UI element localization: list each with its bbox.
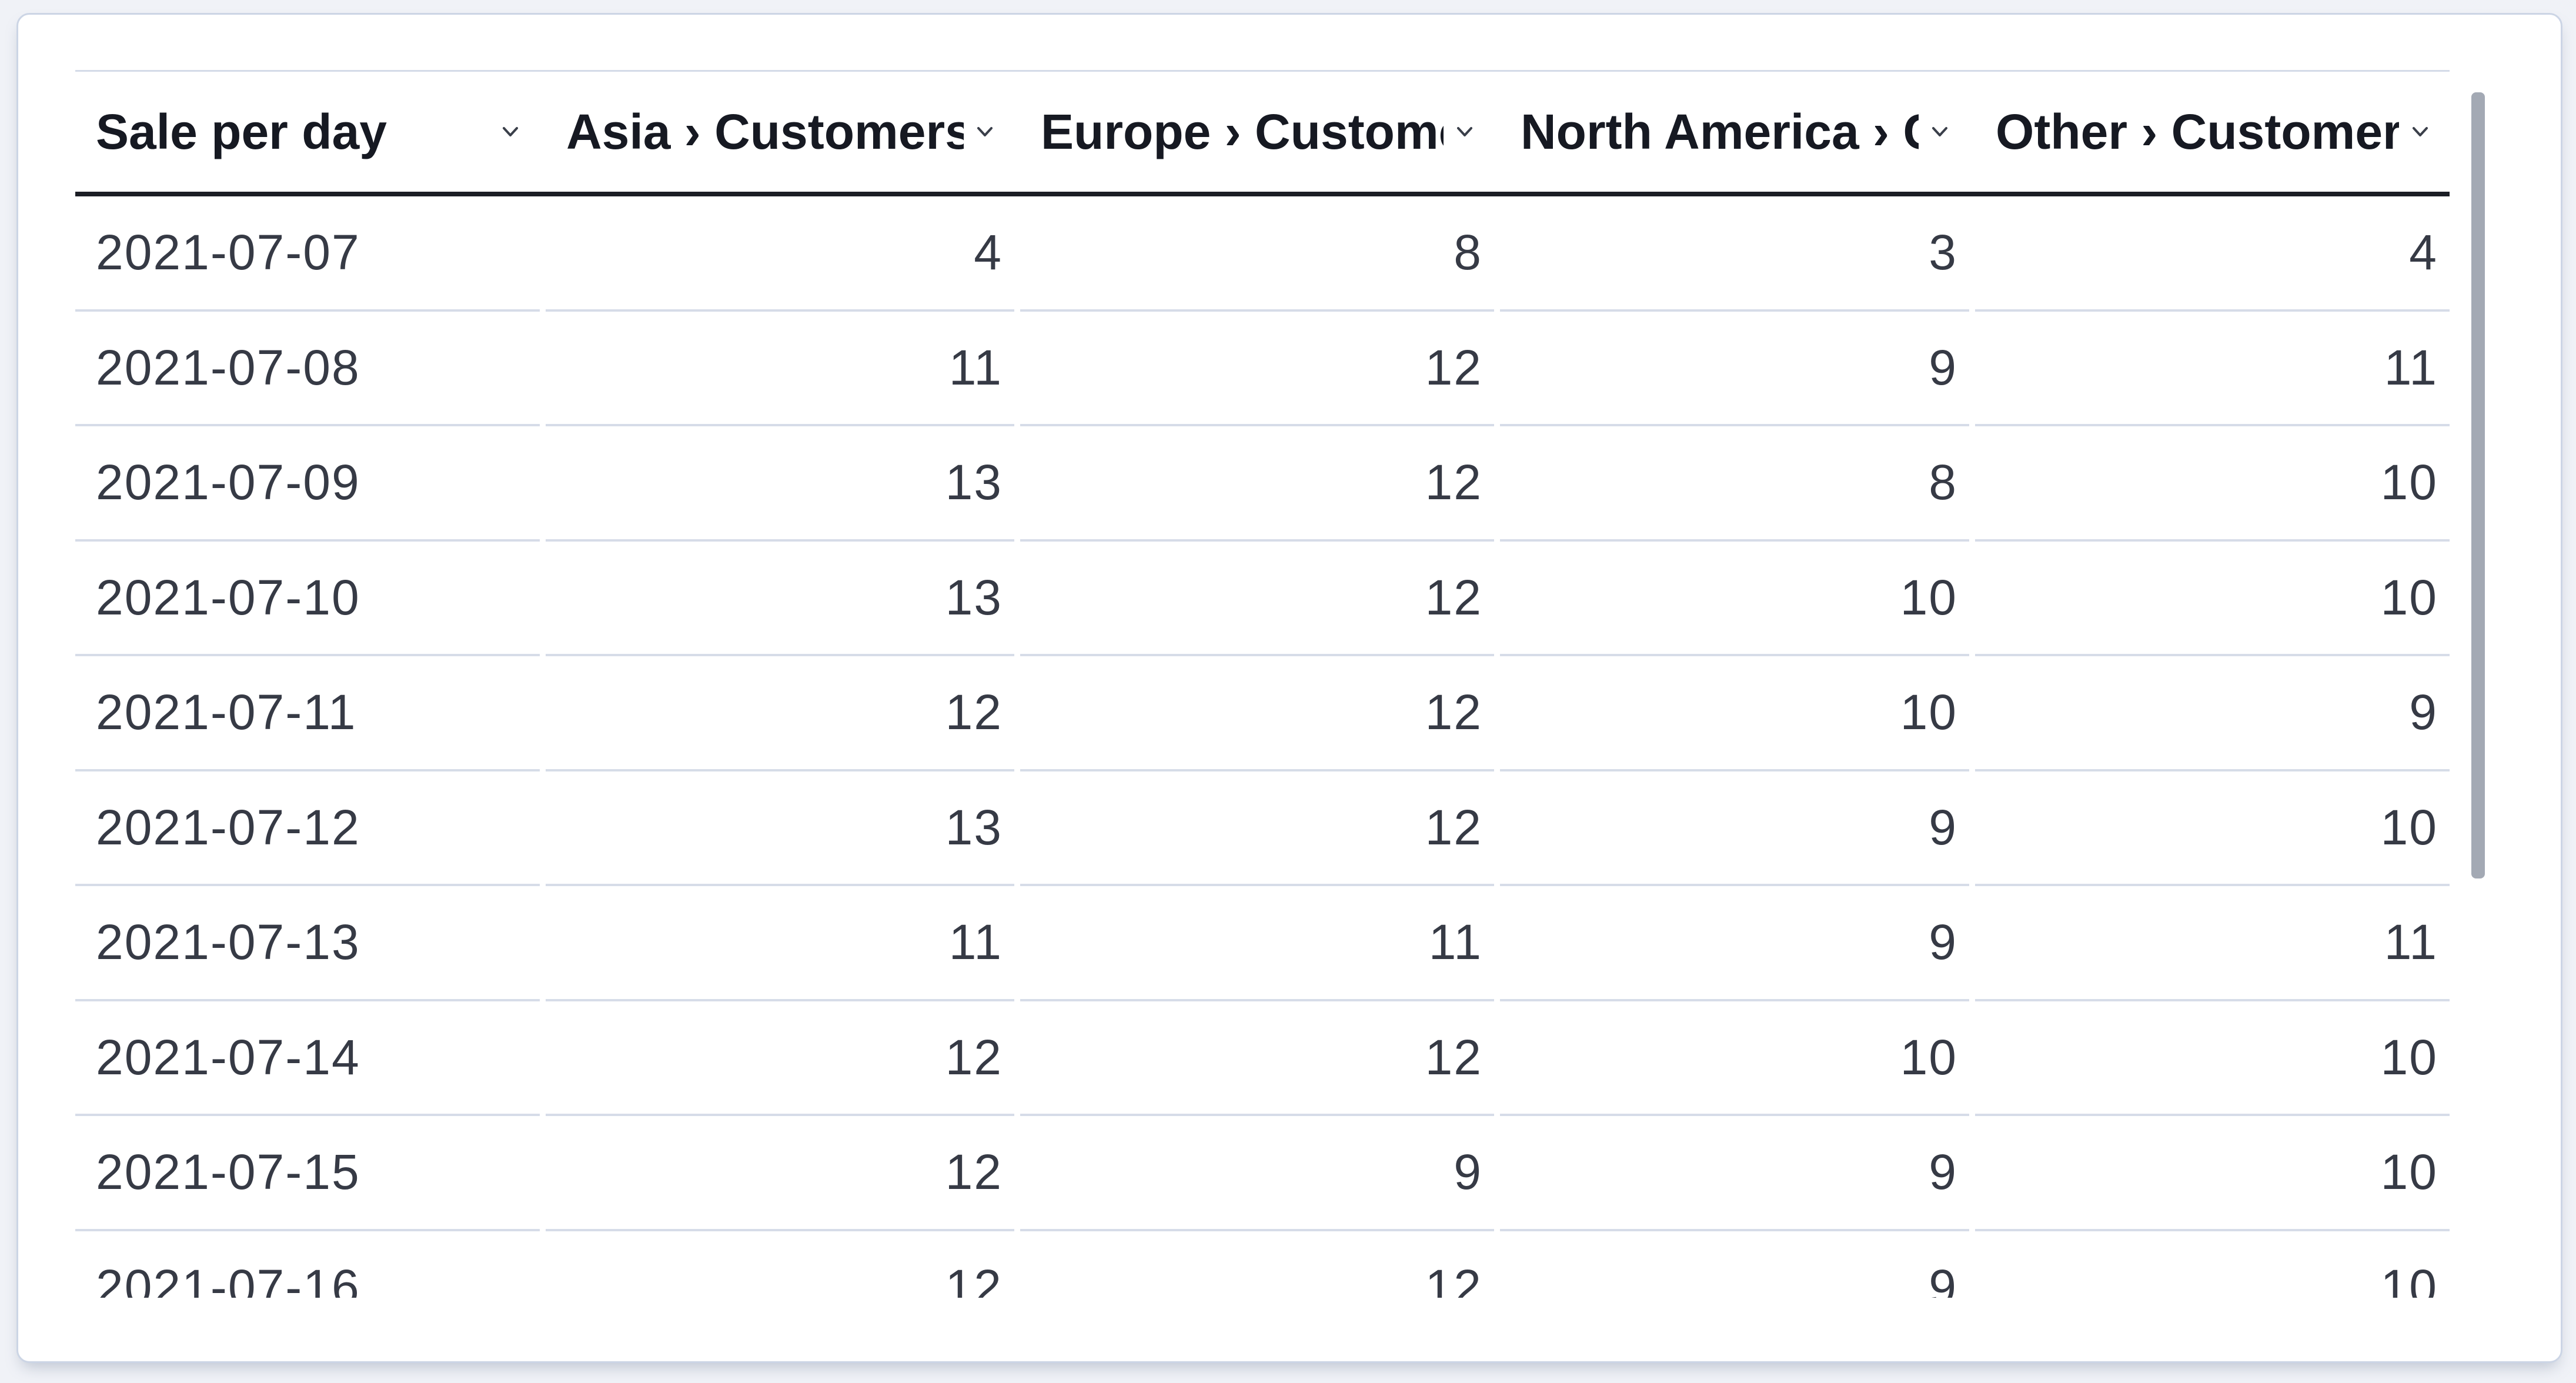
column-header-europe-customers[interactable]: Europe › Customers	[1020, 72, 1494, 192]
cell-other-value: 11	[1975, 886, 2450, 1001]
cell-asia-value: 11	[546, 886, 1014, 1001]
cell-asia-value: 12	[546, 1116, 1014, 1231]
cell-europe-value: 12	[1020, 656, 1494, 771]
cell-north-america-value: 8	[1500, 426, 1969, 542]
cell-date: 2021-07-10	[75, 542, 540, 656]
column-header-label: Sale per day	[96, 103, 387, 159]
cell-europe-value: 9	[1020, 1116, 1494, 1231]
cell-europe-value: 11	[1020, 886, 1494, 1001]
cell-europe-value: 12	[1020, 312, 1494, 426]
chevron-down-icon[interactable]	[497, 119, 523, 145]
cell-other-value: 10	[1975, 1001, 2450, 1116]
cell-europe-value: 12	[1020, 1231, 1494, 1298]
cell-date: 2021-07-14	[75, 1001, 540, 1116]
cell-asia-value: 13	[546, 542, 1014, 656]
cell-north-america-value: 10	[1500, 1001, 1969, 1116]
cell-date: 2021-07-09	[75, 426, 540, 542]
column-header-asia-customers[interactable]: Asia › Customers	[546, 72, 1014, 192]
column-header-label: Other › Customers	[1996, 103, 2399, 159]
column-header-label: Asia › Customers	[566, 103, 964, 159]
data-grid-body: 2021-07-07 4 8 3 4 2021-07-08 11 12 9 11…	[75, 196, 2450, 1298]
cell-north-america-value: 10	[1500, 656, 1969, 771]
table-row: 2021-07-08 11 12 9 11	[75, 312, 2450, 426]
cell-asia-value: 12	[546, 1001, 1014, 1116]
cell-other-value: 11	[1975, 312, 2450, 426]
data-grid-header-row: Sale per day Asia › Customers Europe › C…	[75, 70, 2450, 196]
cell-north-america-value: 9	[1500, 771, 1969, 886]
cell-asia-value: 13	[546, 771, 1014, 886]
cell-north-america-value: 3	[1500, 196, 1969, 312]
cell-date: 2021-07-08	[75, 312, 540, 426]
cell-other-value: 4	[1975, 196, 2450, 312]
cell-date: 2021-07-12	[75, 771, 540, 886]
table-row: 2021-07-09 13 12 8 10	[75, 426, 2450, 542]
chevron-down-icon[interactable]	[1452, 119, 1478, 145]
data-table-panel: Sale per day Asia › Customers Europe › C…	[16, 13, 2562, 1363]
cell-north-america-value: 9	[1500, 886, 1969, 1001]
column-header-label: Europe › Customers	[1041, 103, 1444, 159]
vertical-scrollbar-thumb[interactable]	[2471, 92, 2485, 878]
table-row: 2021-07-16 12 12 9 10	[75, 1231, 2450, 1298]
cell-north-america-value: 9	[1500, 312, 1969, 426]
cell-europe-value: 12	[1020, 771, 1494, 886]
cell-asia-value: 12	[546, 1231, 1014, 1298]
cell-date: 2021-07-15	[75, 1116, 540, 1231]
column-header-other-customers[interactable]: Other › Customers	[1975, 72, 2450, 192]
table-row: 2021-07-13 11 11 9 11	[75, 886, 2450, 1001]
cell-date: 2021-07-16	[75, 1231, 540, 1298]
cell-other-value: 10	[1975, 426, 2450, 542]
cell-date: 2021-07-07	[75, 196, 540, 312]
column-header-label: North America › Customers	[1521, 103, 1919, 159]
chevron-down-icon[interactable]	[1927, 119, 1953, 145]
cell-asia-value: 4	[546, 196, 1014, 312]
cell-date: 2021-07-13	[75, 886, 540, 1001]
cell-north-america-value: 10	[1500, 542, 1969, 656]
cell-europe-value: 12	[1020, 1001, 1494, 1116]
cell-north-america-value: 9	[1500, 1116, 1969, 1231]
chevron-down-icon[interactable]	[972, 119, 998, 145]
column-header-sale-per-day[interactable]: Sale per day	[75, 72, 540, 192]
cell-asia-value: 13	[546, 426, 1014, 542]
cell-other-value: 9	[1975, 656, 2450, 771]
cell-date: 2021-07-11	[75, 656, 540, 771]
cell-europe-value: 8	[1020, 196, 1494, 312]
cell-asia-value: 12	[546, 656, 1014, 771]
column-header-north-america-customers[interactable]: North America › Customers	[1500, 72, 1969, 192]
table-row: 2021-07-11 12 12 10 9	[75, 656, 2450, 771]
table-row: 2021-07-14 12 12 10 10	[75, 1001, 2450, 1116]
chevron-down-icon[interactable]	[2407, 119, 2433, 145]
table-row: 2021-07-12 13 12 9 10	[75, 771, 2450, 886]
table-row: 2021-07-07 4 8 3 4	[75, 196, 2450, 312]
table-row: 2021-07-10 13 12 10 10	[75, 542, 2450, 656]
cell-europe-value: 12	[1020, 542, 1494, 656]
cell-other-value: 10	[1975, 542, 2450, 656]
cell-europe-value: 12	[1020, 426, 1494, 542]
cell-north-america-value: 9	[1500, 1231, 1969, 1298]
cell-other-value: 10	[1975, 771, 2450, 886]
cell-other-value: 10	[1975, 1116, 2450, 1231]
cell-asia-value: 11	[546, 312, 1014, 426]
table-row: 2021-07-15 12 9 9 10	[75, 1116, 2450, 1231]
data-grid: Sale per day Asia › Customers Europe › C…	[75, 70, 2450, 1298]
cell-other-value: 10	[1975, 1231, 2450, 1298]
